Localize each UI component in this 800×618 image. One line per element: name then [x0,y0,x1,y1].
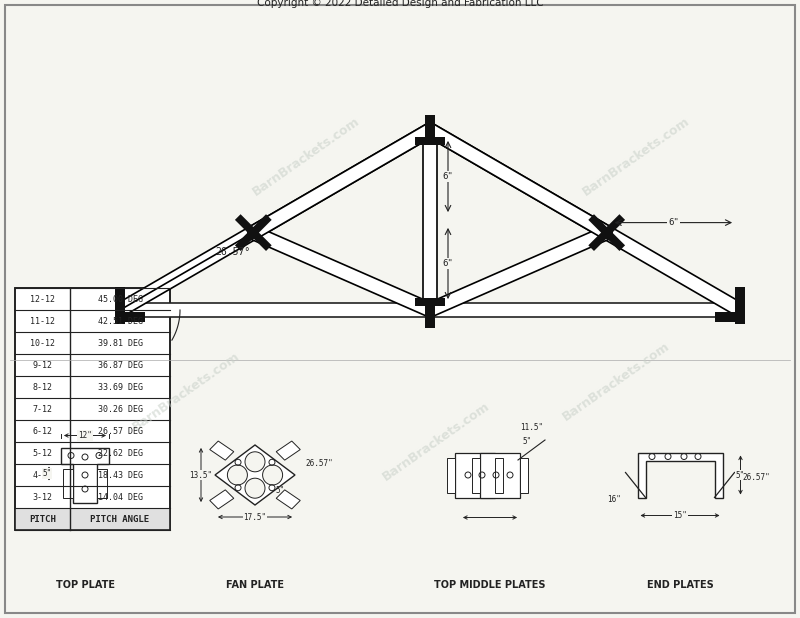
Bar [415,137,445,145]
Bar [115,312,145,322]
Text: 5-12: 5-12 [33,449,53,457]
Polygon shape [235,214,256,235]
Polygon shape [120,232,254,310]
Text: 5": 5" [736,470,745,480]
Text: Copyright © 2022 Detailed Design and Fabrication LLC: Copyright © 2022 Detailed Design and Fab… [257,0,543,8]
Text: BarnBrackets.com: BarnBrackets.com [580,114,692,198]
Polygon shape [61,447,109,502]
Bar [472,457,480,493]
Polygon shape [638,452,722,497]
Polygon shape [423,130,437,310]
Text: 14.04 DEG: 14.04 DEG [98,493,142,501]
Bar [247,227,259,239]
Polygon shape [210,490,234,509]
Text: 26.57 DEG: 26.57 DEG [98,426,142,436]
Polygon shape [276,441,300,460]
Text: 17.5": 17.5" [243,512,266,522]
Text: BarnBrackets.com: BarnBrackets.com [560,339,672,423]
Text: 7-12: 7-12 [33,405,53,413]
Text: 12-12: 12-12 [30,295,55,303]
Text: 10-12: 10-12 [30,339,55,347]
Text: BarnBrackets.com: BarnBrackets.com [380,399,492,483]
Text: 3-12: 3-12 [33,493,53,501]
Polygon shape [215,445,295,505]
Text: TOP PLATE: TOP PLATE [55,580,114,590]
Polygon shape [250,214,272,235]
Bar [520,457,528,493]
Text: 4-12: 4-12 [33,470,53,480]
Bar [15,508,170,530]
Text: PITCH: PITCH [29,515,56,523]
Text: 11-12: 11-12 [30,316,55,326]
Text: 8-12: 8-12 [33,383,53,391]
Text: 5": 5" [522,438,531,446]
Text: 6-12: 6-12 [33,426,53,436]
Text: 16": 16" [607,496,622,504]
Polygon shape [250,230,272,251]
Polygon shape [604,214,625,235]
Bar [447,457,455,493]
Polygon shape [426,124,743,316]
Circle shape [245,452,265,472]
Polygon shape [604,230,625,251]
Bar [735,287,745,324]
Text: 11.5": 11.5" [520,423,543,433]
Bar [15,288,170,530]
Polygon shape [250,124,434,239]
Polygon shape [210,441,234,460]
Text: 15": 15" [673,511,687,520]
Bar [495,457,503,493]
Text: 39.81 DEG: 39.81 DEG [98,339,142,347]
Text: 36.87 DEG: 36.87 DEG [98,360,142,370]
Text: BarnBrackets.com: BarnBrackets.com [250,114,362,198]
Bar [97,468,107,497]
Text: 22.62 DEG: 22.62 DEG [98,449,142,457]
Circle shape [245,478,265,498]
Text: BarnBrackets.com: BarnBrackets.com [130,349,242,433]
Text: 6": 6" [442,172,454,181]
Text: 26.57": 26.57" [305,459,333,468]
Polygon shape [588,214,610,235]
Polygon shape [117,124,434,316]
Polygon shape [455,452,495,497]
Bar [425,298,435,328]
Text: TOP MIDDLE PLATES: TOP MIDDLE PLATES [434,580,546,590]
Polygon shape [426,124,610,239]
Text: 45.00 DEG: 45.00 DEG [98,295,142,303]
Circle shape [262,465,282,485]
Text: 12": 12" [78,431,92,440]
Bar [120,303,740,317]
Polygon shape [480,452,520,497]
Bar [425,115,435,145]
Text: 18.43 DEG: 18.43 DEG [98,470,142,480]
Text: 30.26 DEG: 30.26 DEG [98,405,142,413]
Polygon shape [276,490,300,509]
Text: 5": 5" [275,486,284,495]
Text: 9-12: 9-12 [33,360,53,370]
Bar [63,468,73,497]
Bar [601,227,613,239]
Text: 13.5": 13.5" [190,470,213,480]
Polygon shape [588,230,610,251]
Text: END PLATES: END PLATES [646,580,714,590]
Polygon shape [250,226,433,316]
Bar [15,288,170,530]
Polygon shape [427,226,610,316]
Bar [715,312,745,322]
Text: 26.57": 26.57" [742,473,770,482]
Text: PITCH ANGLE: PITCH ANGLE [90,515,150,523]
Text: 6": 6" [442,259,454,268]
Text: FAN PLATE: FAN PLATE [226,580,284,590]
Text: 5": 5" [42,469,52,478]
Polygon shape [235,230,256,251]
Bar [115,287,125,324]
Text: 26.57°: 26.57° [215,247,250,257]
Text: 42.51 DEG: 42.51 DEG [98,316,142,326]
Bar [415,298,445,306]
Text: 6": 6" [668,218,678,227]
Text: 33.69 DEG: 33.69 DEG [98,383,142,391]
Circle shape [227,465,247,485]
